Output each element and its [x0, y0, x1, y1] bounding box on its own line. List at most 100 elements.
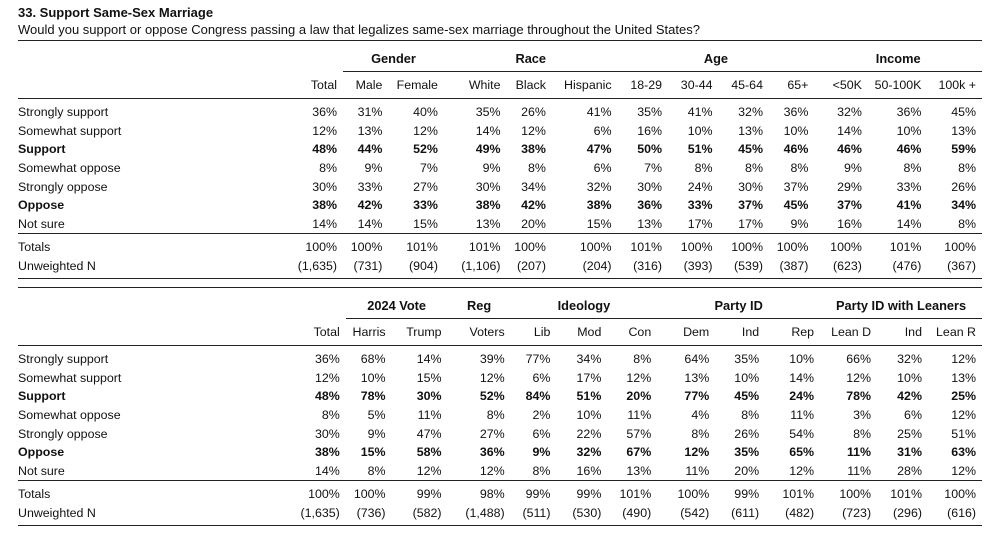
table-cell: 25% — [951, 389, 976, 404]
table-cell: 41% — [586, 105, 612, 120]
table-cell: 67% — [626, 445, 652, 460]
table-cell: 24% — [789, 389, 815, 404]
table-cell: 13% — [626, 463, 652, 478]
table-cell: 100% — [718, 233, 769, 257]
table-cell: 14% — [837, 123, 862, 138]
table-cell: 30% — [475, 179, 501, 194]
table-cell: 36% — [314, 352, 340, 367]
table-cell: (393) — [668, 256, 719, 280]
table-cell: 12% — [479, 370, 505, 385]
table-cell: 15% — [586, 216, 612, 231]
table-cell: 6% — [532, 370, 551, 385]
row-label: Oppose — [18, 445, 65, 460]
table-cell: 68% — [360, 352, 386, 367]
table-cell: 42% — [521, 198, 546, 213]
table-cell: 45% — [951, 105, 976, 120]
table-cell: 48% — [314, 389, 340, 404]
table-row: Somewhat oppose 8% 5% 11% 8% 2% 10% 11% 4% 8% 11% 3… — [18, 406, 982, 425]
table-cell: 11% — [685, 463, 710, 478]
table-cell: 30% — [738, 179, 763, 194]
column-header: Rep — [765, 318, 821, 346]
column-header: Female — [388, 71, 444, 99]
table-cell: 8% — [745, 161, 763, 176]
group-header: Party ID — [657, 293, 821, 319]
table-cell: 78% — [846, 389, 872, 404]
column-header: 100k + — [927, 71, 982, 99]
table-cell: 36% — [783, 105, 809, 120]
table-cell: 58% — [416, 445, 442, 460]
table-cell: 12% — [846, 370, 872, 385]
table-cell: 12% — [789, 463, 815, 478]
table-cell: 99% — [391, 480, 448, 504]
table-cell: 100% — [768, 233, 815, 257]
table-cell: 37% — [783, 179, 809, 194]
table-cell: (623) — [814, 256, 868, 280]
table-cell: 101% — [443, 233, 507, 257]
column-header: Male — [343, 71, 389, 99]
column-header: 45-64 — [718, 71, 769, 99]
table-cell: 45% — [734, 389, 760, 404]
table-cell: (204) — [551, 256, 618, 280]
row-label: Somewhat support — [18, 123, 122, 138]
column-header: White — [443, 71, 507, 99]
table-cell: 9% — [482, 161, 501, 176]
table-cell: 100% — [345, 480, 392, 504]
table-row: Somewhat support 12% 10% 15% 12% 6% 17% 12% 13% 1… — [18, 369, 982, 388]
table-row: Support 48% 78% 30% 52% 84% 51% 20% 77% 45% 24% 78%… — [18, 387, 982, 406]
table-cell: 49% — [475, 142, 501, 157]
table-cell: 24% — [687, 179, 713, 194]
table-cell: 8% — [319, 161, 338, 176]
table-cell: 44% — [357, 142, 383, 157]
table-cell: 42% — [897, 389, 922, 404]
column-header: <50K — [814, 71, 868, 99]
table-cell: 12% — [416, 463, 442, 478]
table-cell: 100% — [814, 233, 868, 257]
column-header: Hispanic — [551, 71, 618, 99]
table-cell: 51% — [576, 389, 602, 404]
table-cell: 47% — [586, 142, 612, 157]
table-cell: 9% — [532, 445, 551, 460]
table-cell: 100% — [927, 233, 982, 257]
table-cell: 41% — [896, 198, 922, 213]
table-cell: 54% — [789, 426, 815, 441]
table-cell: 36% — [312, 105, 338, 120]
table-cell: 101% — [867, 233, 928, 257]
table-cell: 38% — [521, 142, 546, 157]
table-cell: 20% — [734, 463, 760, 478]
table-cell: 12% — [312, 123, 338, 138]
table-cell: 14% — [896, 216, 922, 231]
table-cell: 42% — [357, 198, 383, 213]
table-cell: 48% — [312, 142, 338, 157]
row-label: Somewhat support — [18, 370, 122, 385]
table-cell: 27% — [479, 426, 505, 441]
table-cell: 32% — [897, 352, 922, 367]
table-cell: 14% — [357, 216, 383, 231]
table-cell: 59% — [951, 142, 976, 157]
table-cell: 6% — [904, 408, 922, 423]
table-cell: 8% — [958, 161, 976, 176]
table-cell: 12% — [413, 123, 438, 138]
table-cell: (616) — [927, 503, 982, 527]
table-cell: 31% — [897, 445, 922, 460]
table-cell: (207) — [506, 256, 552, 280]
table-cell: 10% — [734, 370, 760, 385]
group-header-row: 2024 Vote Reg Ideology Party ID Party ID wit… — [18, 293, 982, 319]
column-header: Lean D — [820, 318, 878, 346]
table-cell: 30% — [637, 179, 663, 194]
table-cell: 26% — [951, 179, 976, 194]
table-row: Strongly oppose 30% 33% 27% 30% 34% 32% 30% 24% 3… — [18, 177, 982, 196]
group-header: Age — [617, 46, 815, 72]
column-header: Lean R — [927, 318, 982, 346]
table-cell: 28% — [897, 463, 922, 478]
table-cell: 99% — [510, 480, 557, 504]
table-cell: 8% — [321, 408, 340, 423]
table-cell: 100% — [820, 480, 878, 504]
table-cell: 30% — [416, 389, 442, 404]
table-cell: 99% — [556, 480, 608, 504]
table-cell: (736) — [345, 503, 392, 527]
table-cell: 26% — [521, 105, 546, 120]
column-header: 65+ — [768, 71, 815, 99]
table-cell: 51% — [951, 426, 976, 441]
table-cell: 10% — [783, 123, 809, 138]
column-header: Trump — [391, 318, 448, 346]
